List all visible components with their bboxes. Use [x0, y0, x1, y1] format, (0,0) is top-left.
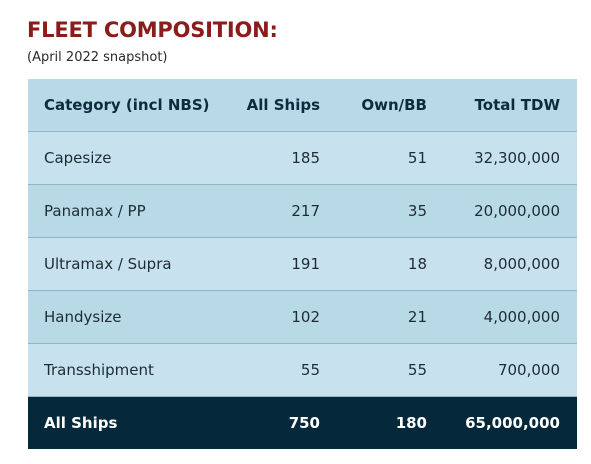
column-header-all-ships: All Ships	[220, 79, 320, 132]
column-header-category: Category (incl NBS)	[28, 79, 220, 132]
page-title: FLEET COMPOSITION:	[27, 18, 278, 42]
own-bb-cell: 51	[407, 149, 427, 167]
own-bb-cell: 55	[407, 361, 427, 379]
all-ships-cell: 217	[291, 202, 320, 220]
all-ships-cell: 185	[291, 149, 320, 167]
column-header-own-bb: Own/BB	[320, 79, 427, 132]
total-own-bb-cell: 180	[395, 414, 427, 432]
category-cell: Handysize	[44, 308, 122, 326]
category-cell: Ultramax / Supra	[44, 255, 172, 273]
all-ships-cell: 191	[291, 255, 320, 273]
total-all-ships-cell: 750	[288, 414, 320, 432]
table-header-row: Category (incl NBS) All Ships Own/BB Tot…	[28, 79, 577, 132]
total-label-cell: All Ships	[44, 414, 118, 432]
category-cell: Panamax / PP	[44, 202, 146, 220]
total-tdw-cell: 8,000,000	[483, 255, 560, 273]
table-row: Transshipment 55 55 700,000	[28, 343, 577, 397]
total-tdw-cell: 32,300,000	[474, 149, 560, 167]
all-ships-cell: 102	[291, 308, 320, 326]
own-bb-cell: 18	[407, 255, 427, 273]
table-row: Capesize 185 51 32,300,000	[28, 131, 577, 185]
table-row: Handysize 102 21 4,000,000	[28, 290, 577, 344]
category-cell: Capesize	[44, 149, 112, 167]
total-tdw-cell: 4,000,000	[483, 308, 560, 326]
table-row: Ultramax / Supra 191 18 8,000,000	[28, 237, 577, 291]
table-row: Panamax / PP 217 35 20,000,000	[28, 184, 577, 238]
total-tdw-cell: 20,000,000	[474, 202, 560, 220]
total-tdw-cell: 700,000	[497, 361, 560, 379]
fleet-composition-table: Category (incl NBS) All Ships Own/BB Tot…	[28, 79, 577, 449]
column-header-total-tdw: Total TDW	[427, 79, 577, 132]
snapshot-date-caption: (April 2022 snapshot)	[27, 50, 168, 65]
own-bb-cell: 35	[407, 202, 427, 220]
own-bb-cell: 21	[407, 308, 427, 326]
all-ships-cell: 55	[300, 361, 320, 379]
category-cell: Transshipment	[44, 361, 154, 379]
total-tdw-total-cell: 65,000,000	[465, 414, 560, 432]
total-row: All Ships 750 180 65,000,000	[28, 396, 577, 449]
